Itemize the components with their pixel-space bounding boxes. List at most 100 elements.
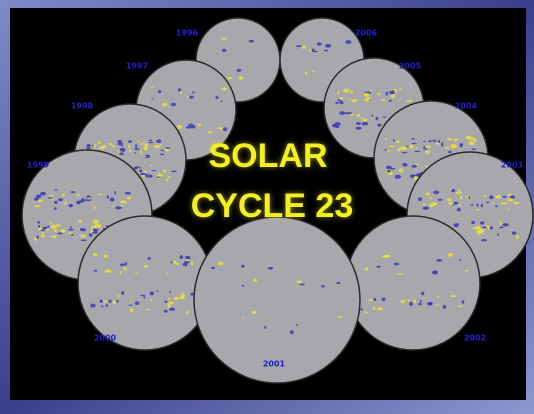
speckle: [465, 135, 472, 140]
speckle: [351, 99, 358, 103]
speckle: [185, 255, 191, 260]
speckle: [362, 118, 368, 122]
speckle: [408, 144, 414, 149]
speckle: [406, 100, 413, 102]
speckle: [177, 125, 183, 129]
speckle: [339, 96, 344, 100]
speckle: [500, 202, 508, 205]
speckle: [335, 101, 340, 104]
speckle: [311, 50, 318, 53]
speckle: [151, 98, 154, 100]
speckle: [400, 146, 407, 151]
speckle: [447, 253, 453, 257]
speckle: [385, 138, 387, 141]
speckle: [339, 100, 344, 105]
speckle: [92, 229, 99, 231]
speckle: [119, 147, 126, 152]
speckle: [375, 116, 379, 121]
speckle: [97, 193, 104, 195]
speckle: [507, 198, 514, 202]
speckle: [54, 228, 57, 233]
speckle: [106, 195, 110, 199]
speckle: [119, 152, 124, 156]
speckle: [185, 310, 189, 315]
speckle: [120, 144, 124, 147]
speckle: [137, 167, 140, 171]
speckle: [53, 189, 59, 191]
speckle: [484, 194, 486, 198]
speckle: [424, 148, 428, 150]
speckle: [386, 150, 392, 152]
speckle: [144, 143, 149, 148]
speckle: [86, 144, 91, 148]
speckle: [38, 225, 41, 228]
speckle: [226, 77, 233, 80]
speckle: [447, 137, 453, 141]
speckle: [458, 305, 463, 308]
speckle: [166, 273, 169, 275]
speckle: [477, 226, 480, 231]
speckle: [215, 96, 219, 99]
speckle: [432, 270, 438, 275]
speckle: [429, 203, 434, 208]
speckle: [53, 207, 57, 210]
speckle: [489, 226, 493, 230]
year-label: 1996: [176, 29, 199, 38]
speckle: [175, 262, 179, 265]
speckle: [402, 163, 408, 167]
speckle: [150, 87, 154, 89]
speckle: [509, 195, 515, 199]
speckle: [444, 146, 450, 149]
speckle: [401, 151, 408, 154]
speckle: [459, 143, 464, 147]
speckle: [312, 70, 315, 73]
speckle: [88, 233, 93, 237]
speckle: [217, 262, 224, 266]
speckle: [389, 145, 396, 148]
speckle: [475, 231, 482, 234]
speckle: [36, 194, 42, 199]
speckle: [145, 308, 152, 310]
speckle: [143, 146, 148, 151]
speckle: [128, 304, 133, 306]
speckle: [168, 297, 171, 301]
speckle: [337, 99, 342, 102]
speckle: [459, 259, 462, 261]
speckle: [80, 234, 86, 238]
sun-disk: [77, 215, 213, 351]
speckle: [114, 190, 117, 195]
speckle: [380, 99, 386, 101]
speckle: [448, 150, 452, 154]
speckle: [446, 198, 452, 202]
speckle: [499, 226, 504, 229]
speckle: [159, 153, 165, 156]
speckle: [163, 148, 170, 152]
speckle: [442, 304, 447, 309]
speckle: [456, 207, 461, 212]
speckle: [361, 121, 369, 126]
speckle: [55, 224, 62, 227]
speckle: [238, 76, 244, 80]
speckle: [70, 234, 74, 236]
speckle: [69, 226, 72, 229]
year-label: 2005: [399, 62, 422, 71]
speckle: [337, 315, 343, 318]
speckle: [386, 170, 391, 173]
speckle: [393, 262, 400, 266]
speckle: [220, 127, 223, 130]
speckle: [433, 190, 440, 195]
sun-disk: [193, 216, 361, 384]
speckle: [170, 102, 176, 107]
speckle: [174, 296, 180, 301]
speckle: [134, 301, 140, 306]
speckle: [150, 298, 152, 302]
speckle: [441, 142, 444, 147]
speckle: [41, 232, 45, 234]
speckle: [476, 203, 479, 207]
speckle: [37, 221, 41, 224]
speckle: [179, 90, 182, 94]
speckle: [68, 232, 73, 235]
speckle: [185, 125, 192, 129]
speckle: [134, 166, 141, 170]
speckle: [470, 204, 474, 206]
